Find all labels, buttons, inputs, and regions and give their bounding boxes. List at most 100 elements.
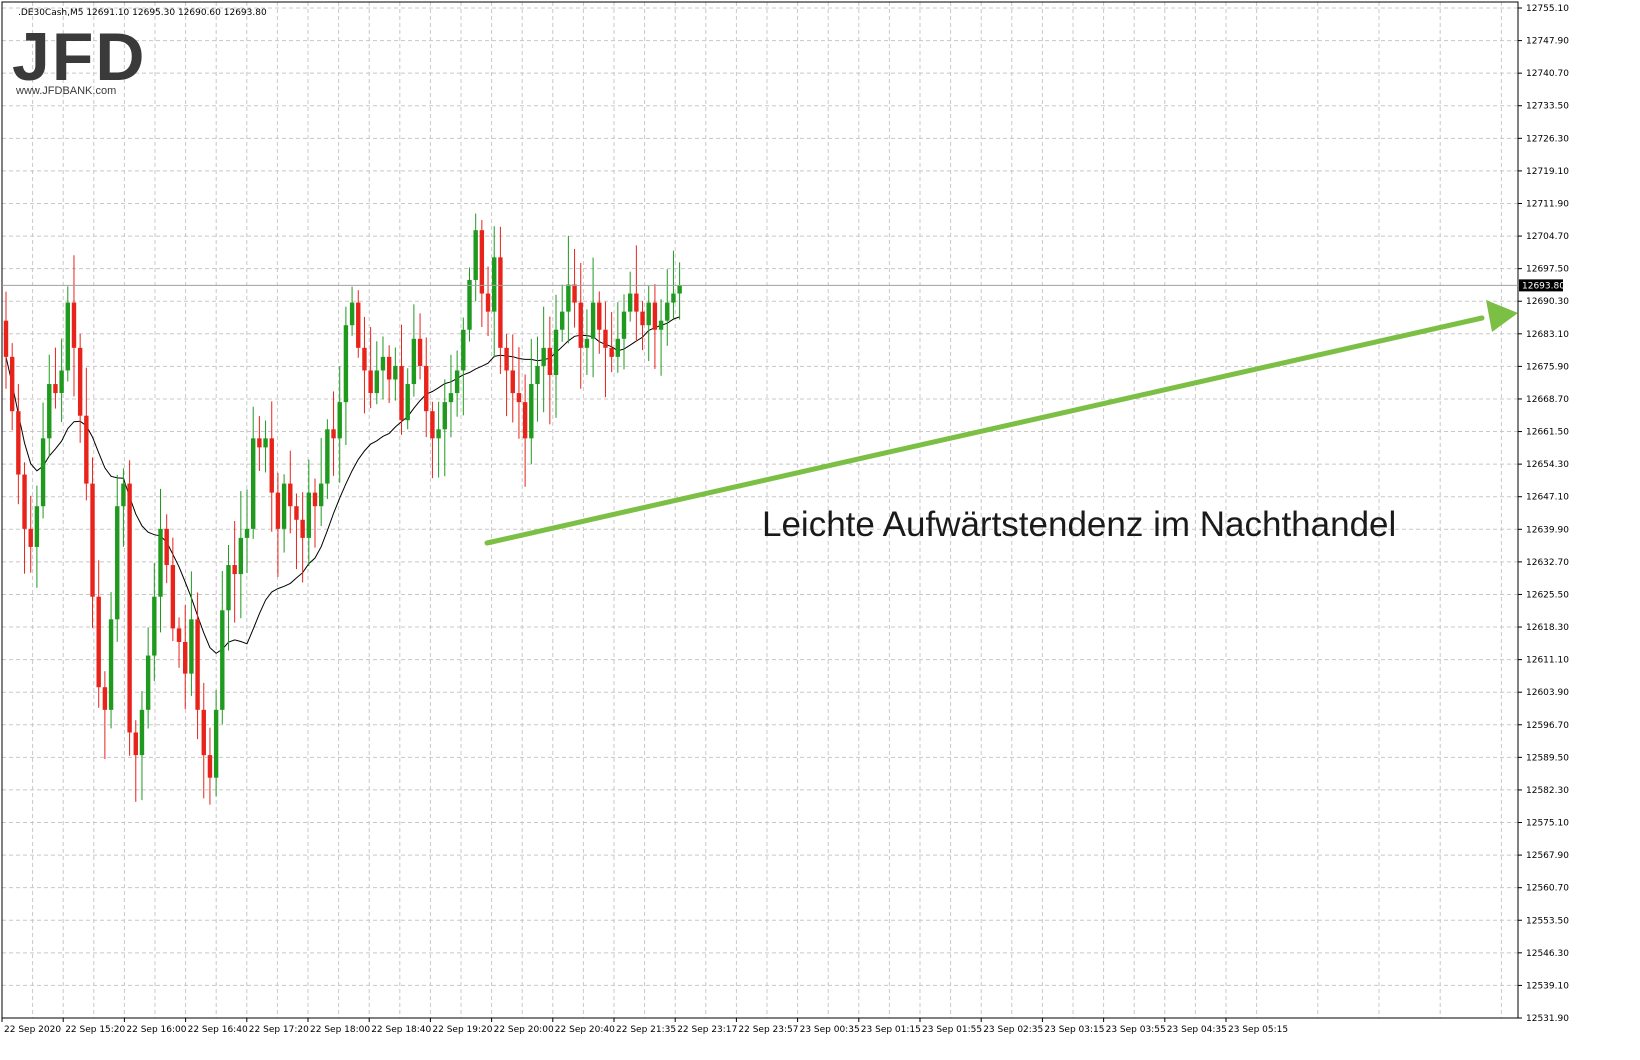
candle-body — [590, 302, 596, 339]
y-tick-label: 12603.90 — [1526, 688, 1569, 698]
candle-body — [306, 492, 312, 538]
candle-body — [621, 311, 627, 339]
candle-body — [454, 370, 460, 394]
candle-body — [535, 365, 540, 385]
y-tick-label: 12596.70 — [1526, 721, 1569, 731]
candle-body — [560, 311, 565, 330]
candle-body — [16, 411, 21, 475]
candle-body — [479, 230, 485, 294]
candle-body — [572, 284, 577, 303]
y-tick-label: 12639.90 — [1526, 525, 1569, 535]
candle-body — [115, 506, 120, 620]
y-tick-label: 12697.50 — [1526, 265, 1569, 275]
price-marker: 12693.80 — [1522, 281, 1565, 291]
candle-body — [492, 257, 497, 312]
candle-body — [121, 483, 126, 507]
candle-body — [547, 347, 553, 375]
candle-body — [541, 347, 546, 366]
y-tick-label: 12755.10 — [1526, 4, 1569, 14]
y-tick-label: 12575.10 — [1526, 819, 1569, 829]
x-tick-label: 22 Sep 19:20 — [432, 1025, 492, 1035]
candle-body — [597, 302, 602, 330]
trend-arrow-head — [1486, 300, 1518, 332]
candle-body — [269, 438, 274, 493]
x-tick-label: 23 Sep 02:35 — [983, 1025, 1043, 1035]
y-tick-label: 12611.10 — [1526, 656, 1569, 666]
y-tick-label: 12567.90 — [1526, 851, 1569, 861]
candle-body — [615, 338, 621, 357]
y-tick-label: 12668.70 — [1526, 395, 1569, 405]
overlay: 12693.80 — [2, 279, 1565, 546]
candle-body — [603, 329, 608, 348]
y-tick-label: 12726.30 — [1526, 134, 1569, 144]
y-tick-label: 12711.90 — [1526, 199, 1569, 209]
candle-body — [485, 293, 491, 312]
candle-body — [380, 356, 386, 371]
candle-body — [393, 365, 398, 380]
candle-body — [53, 384, 58, 394]
candle-body — [34, 506, 40, 547]
candle-body — [461, 329, 466, 371]
candle-body — [671, 293, 676, 303]
candle-body — [96, 596, 101, 688]
candle-body — [232, 565, 237, 575]
candle-body — [244, 528, 250, 538]
candle-body — [349, 302, 355, 326]
candle-body — [640, 311, 645, 326]
candle-body — [152, 596, 157, 656]
candle-body — [430, 411, 435, 439]
candles — [3, 213, 682, 805]
candle-body — [65, 302, 70, 371]
candle-body — [510, 370, 515, 394]
y-tick-label: 12690.30 — [1526, 297, 1569, 307]
candle-body — [566, 284, 571, 312]
candle-body — [71, 302, 77, 348]
candle-body — [145, 655, 151, 710]
candle-body — [473, 230, 478, 280]
axes: 12755.10 12747.90 12740.70 12733.50 12726.30… — [1, 1, 1569, 1035]
candle-body — [40, 438, 46, 507]
y-tick-label: 12546.30 — [1526, 949, 1569, 959]
annotation-text: Leichte Aufwärtstendenz im Nachthandel — [762, 505, 1396, 544]
candle-body — [28, 528, 33, 547]
y-tick-label: 12661.50 — [1526, 428, 1569, 438]
price-marker-box — [1519, 279, 1563, 292]
candle-body — [337, 402, 342, 439]
y-tick-label: 12740.70 — [1526, 69, 1569, 79]
x-tick-label: 23 Sep 01:55 — [922, 1025, 982, 1035]
y-tick-label: 12618.30 — [1526, 623, 1569, 633]
candle-body — [3, 320, 9, 357]
candle-body — [467, 279, 472, 330]
candle-body — [318, 483, 324, 507]
y-tick-label: 12647.10 — [1526, 493, 1569, 503]
candle-body — [288, 483, 293, 507]
y-tick-label: 12582.30 — [1526, 786, 1569, 796]
candle-body — [59, 370, 64, 394]
candle-body — [516, 393, 522, 403]
candle-body — [529, 384, 534, 439]
candle-body — [47, 384, 52, 439]
candle-body — [176, 628, 182, 642]
y-tick-label: 12654.30 — [1526, 460, 1569, 470]
logo-url: www.JFDBANK.com — [15, 85, 116, 97]
candle-body — [405, 384, 410, 421]
candle-body — [652, 302, 658, 330]
candle-body — [263, 438, 268, 448]
candle-body — [257, 438, 262, 448]
candle-body — [226, 565, 231, 611]
candle-body — [183, 641, 188, 674]
candle-body — [665, 302, 670, 321]
plot-frame — [1, 1, 1519, 1019]
y-tick-label: 12589.50 — [1526, 753, 1569, 763]
candle-body — [386, 356, 392, 380]
y-tick-label: 12531.90 — [1526, 1014, 1569, 1024]
candle-body — [22, 474, 27, 529]
candle-body — [417, 338, 423, 366]
candle-body — [374, 370, 379, 394]
y-tick-label: 12553.50 — [1526, 916, 1569, 926]
x-tick-label: 22 Sep 18:40 — [371, 1025, 431, 1035]
candle-body — [108, 619, 114, 710]
candle-body — [238, 537, 244, 575]
candle-body — [522, 402, 528, 439]
